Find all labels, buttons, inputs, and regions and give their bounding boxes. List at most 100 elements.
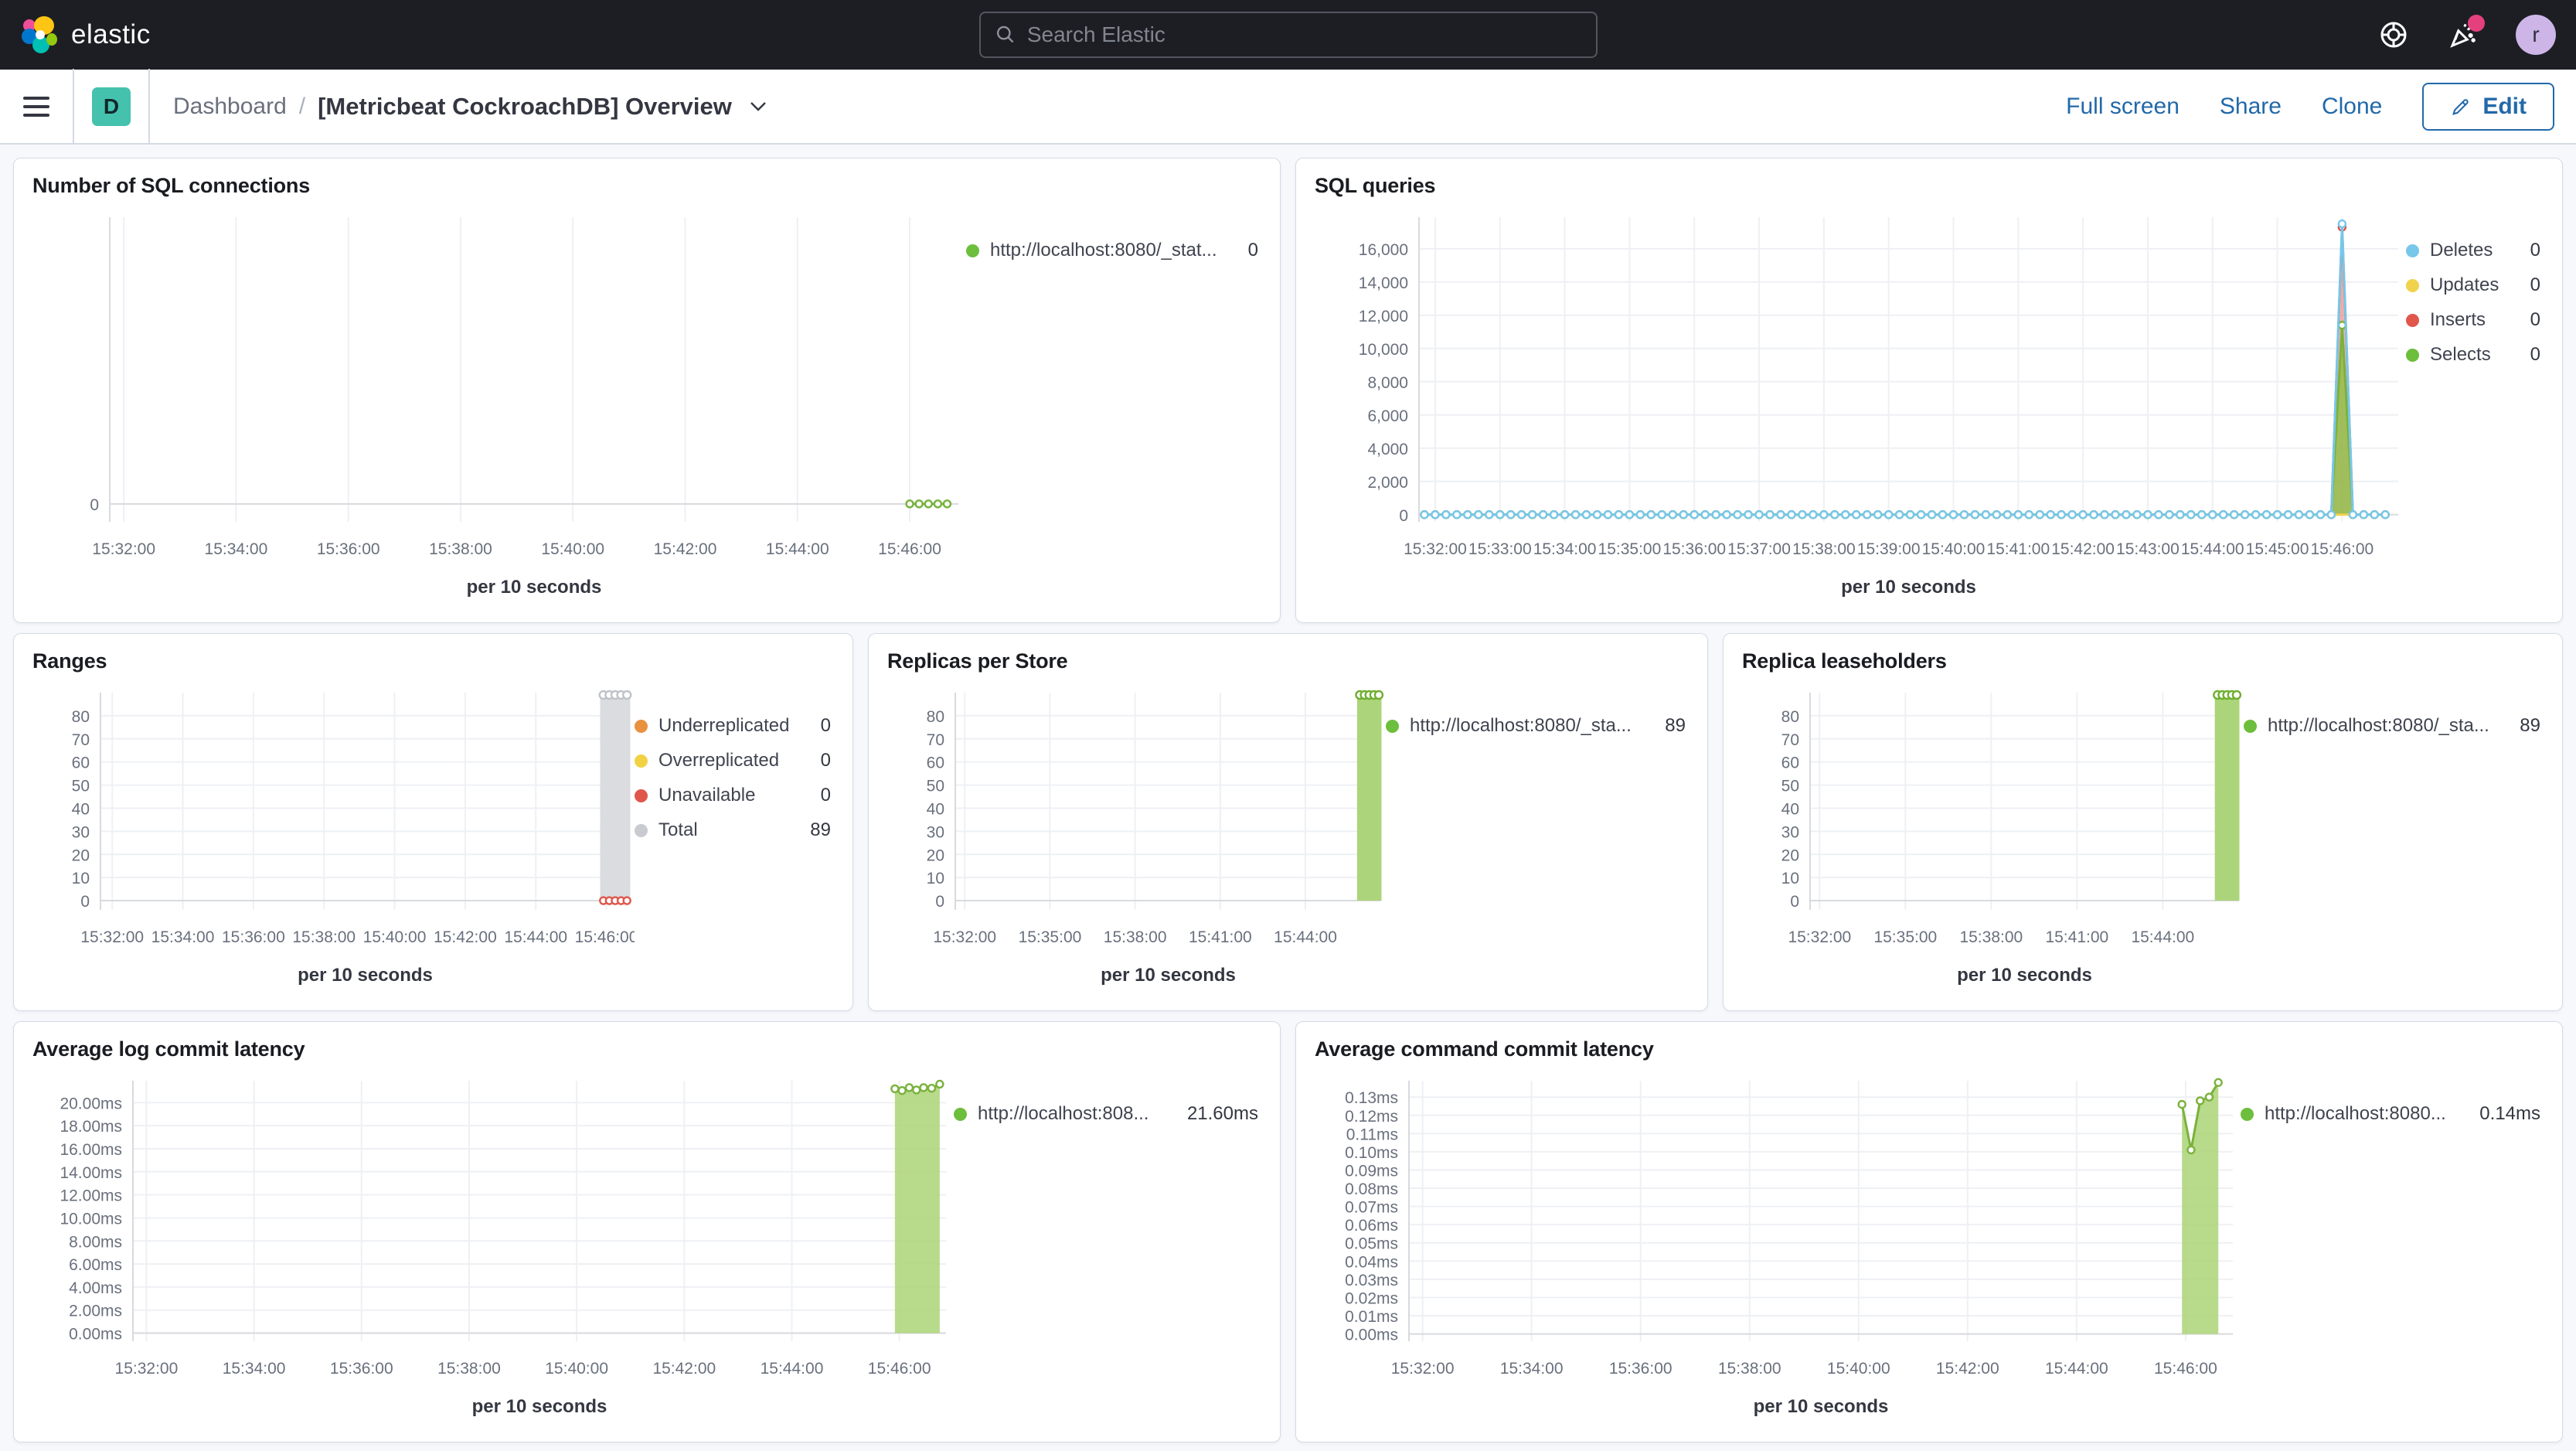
chevron-down-icon[interactable] <box>749 100 767 113</box>
svg-text:80: 80 <box>72 708 90 726</box>
panel-number-of-sql-connections: Number of SQL connections 15:32:00 15:34:… <box>13 158 1281 623</box>
legend-item[interactable]: Total 89 <box>635 819 831 842</box>
legend-swatch <box>635 719 648 733</box>
svg-text:15:44:00: 15:44:00 <box>2045 1360 2108 1378</box>
svg-text:15:42:00: 15:42:00 <box>1936 1360 1999 1378</box>
svg-text:10: 10 <box>927 870 944 887</box>
legend-item[interactable]: http://localhost:8080/_sta... 89 <box>2244 714 2540 737</box>
clone-button[interactable]: Clone <box>2321 93 2383 119</box>
svg-text:30: 30 <box>1781 823 1799 841</box>
svg-text:per 10 seconds: per 10 seconds <box>467 577 602 598</box>
svg-text:16.00ms: 16.00ms <box>60 1141 122 1159</box>
global-search[interactable] <box>978 12 1598 58</box>
svg-text:0: 0 <box>90 496 99 514</box>
svg-text:6,000: 6,000 <box>1367 407 1408 425</box>
svg-text:40: 40 <box>927 800 944 818</box>
svg-text:40: 40 <box>72 800 90 818</box>
svg-text:15:35:00: 15:35:00 <box>1598 540 1662 558</box>
legend-value: 21.60ms <box>1186 1103 1258 1124</box>
panel-ranges: Ranges 15:32:00 15:34:00 15:36:00 15:38:00 1… <box>13 633 853 1011</box>
svg-text:15:41:00: 15:41:00 <box>1189 928 1252 946</box>
svg-text:70: 70 <box>72 731 90 749</box>
elastic-brand[interactable]: elastic <box>0 16 151 53</box>
legend-item[interactable]: Inserts 0 <box>2406 308 2540 332</box>
svg-text:15:40:00: 15:40:00 <box>545 1360 608 1378</box>
svg-text:15:42:00: 15:42:00 <box>652 1360 716 1378</box>
search-input[interactable] <box>1026 22 1582 47</box>
legend-value: 0.14ms <box>2479 1103 2540 1124</box>
svg-text:15:44:00: 15:44:00 <box>2131 928 2194 946</box>
svg-text:0: 0 <box>935 893 944 911</box>
legend-item[interactable]: Selects 0 <box>2406 343 2540 366</box>
user-avatar[interactable]: r <box>2516 15 2556 55</box>
svg-text:15:44:00: 15:44:00 <box>761 1360 824 1378</box>
svg-text:15:34:00: 15:34:00 <box>223 1360 286 1378</box>
svg-text:20.00ms: 20.00ms <box>60 1095 122 1112</box>
svg-text:60: 60 <box>72 754 90 772</box>
legend-item[interactable]: http://localhost:8080... 0.14ms <box>2241 1102 2540 1126</box>
svg-text:15:38:00: 15:38:00 <box>429 540 492 558</box>
svg-text:20: 20 <box>927 846 944 864</box>
menu-button[interactable] <box>0 69 74 144</box>
svg-text:15:44:00: 15:44:00 <box>766 540 829 558</box>
legend-item[interactable]: Updates 0 <box>2406 274 2540 297</box>
legend-value: 89 <box>1665 715 1686 736</box>
share-button[interactable]: Share <box>2219 93 2282 119</box>
svg-text:40: 40 <box>1781 800 1799 818</box>
svg-text:per 10 seconds: per 10 seconds <box>1957 965 2092 986</box>
panel-sql-queries: SQL queries 15:32:00 15:33:00 15:34:00 15:3… <box>1295 158 2563 623</box>
legend-swatch <box>954 1107 967 1121</box>
svg-text:15:36:00: 15:36:00 <box>222 928 285 946</box>
svg-text:15:38:00: 15:38:00 <box>1718 1360 1781 1378</box>
legend-value: 0 <box>2530 240 2540 261</box>
svg-text:15:34:00: 15:34:00 <box>1533 540 1597 558</box>
svg-text:70: 70 <box>927 731 944 749</box>
full-screen-button[interactable]: Full screen <box>2066 93 2180 119</box>
legend-label: http://localhost:8080/_sta... <box>1410 715 1632 736</box>
whats-new-icon[interactable] <box>2446 15 2485 52</box>
legend-item[interactable]: Deletes 0 <box>2406 239 2540 262</box>
svg-text:14,000: 14,000 <box>1359 274 1408 292</box>
svg-text:20: 20 <box>72 846 90 864</box>
panel-average-command-commit-latency: Average command commit latency 15:32:00 1… <box>1295 1021 2563 1442</box>
legend-item[interactable]: Overreplicated 0 <box>635 749 831 772</box>
svg-text:0.06ms: 0.06ms <box>1345 1217 1398 1235</box>
breadcrumb-dashboard-link[interactable]: Dashboard <box>173 93 287 119</box>
legend-swatch <box>635 823 648 837</box>
legend-item[interactable]: http://localhost:8080/_stat... 0 <box>966 239 1258 262</box>
svg-text:15:40:00: 15:40:00 <box>363 928 427 946</box>
legend-swatch <box>2406 313 2419 327</box>
svg-text:per 10 seconds: per 10 seconds <box>1754 1396 1889 1417</box>
legend-item[interactable]: http://localhost:8080/_sta... 89 <box>1386 714 1686 737</box>
chart-plot: 15:32:00 15:34:00 15:36:00 15:38:00 15:40:00… <box>32 208 966 607</box>
edit-button[interactable]: Edit <box>2422 82 2554 131</box>
svg-text:50: 50 <box>72 778 90 795</box>
panel-title: Average log commit latency <box>32 1037 305 1061</box>
svg-text:10.00ms: 10.00ms <box>60 1210 122 1228</box>
chart-legend: http://localhost:8080... 0.14ms <box>2241 1071 2544 1426</box>
legend-swatch <box>2406 244 2419 257</box>
search-icon <box>996 26 1013 43</box>
panel-title: Average command commit latency <box>1315 1037 1654 1061</box>
breadcrumb-separator: / <box>298 93 306 119</box>
svg-text:15:32:00: 15:32:00 <box>1788 928 1851 946</box>
help-icon[interactable] <box>2377 18 2411 52</box>
panel-title: Replicas per Store <box>887 649 1068 673</box>
legend-item[interactable]: http://localhost:808... 21.60ms <box>954 1102 1258 1126</box>
legend-value: 0 <box>820 750 831 771</box>
legend-value: 89 <box>810 819 831 840</box>
legend-swatch <box>2406 348 2419 362</box>
legend-label: Underreplicated <box>658 715 790 736</box>
svg-text:15:37:00: 15:37:00 <box>1727 540 1791 558</box>
legend-item[interactable]: Unavailable 0 <box>635 784 831 807</box>
svg-text:0.12ms: 0.12ms <box>1345 1108 1398 1126</box>
breadcrumb: Dashboard / [Metricbeat CockroachDB] Ove… <box>150 93 767 121</box>
dashboard-grid: Number of SQL connections 15:32:00 15:34:… <box>0 145 2576 1442</box>
panel-replica-leaseholders: Replica leaseholders 15:32:00 15:35:00 15:… <box>1723 633 2563 1011</box>
legend-item[interactable]: Underreplicated 0 <box>635 714 831 737</box>
svg-text:8,000: 8,000 <box>1367 374 1408 392</box>
space-badge[interactable]: D <box>92 87 131 126</box>
svg-text:0: 0 <box>80 893 90 911</box>
legend-value: 0 <box>2530 309 2540 330</box>
svg-text:15:46:00: 15:46:00 <box>878 540 941 558</box>
